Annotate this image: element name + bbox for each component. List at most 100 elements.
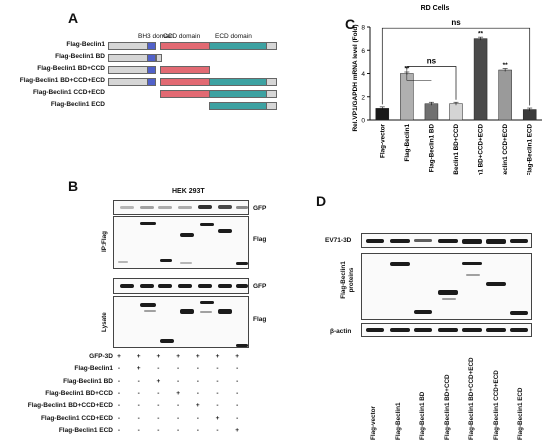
x-tick-label: Flag-Beclin1 BD: [428, 124, 435, 173]
transfection-sign: +: [156, 353, 161, 360]
bh3-segment: [147, 78, 156, 86]
blot-band: [180, 233, 194, 237]
transfection-sign: -: [196, 377, 199, 385]
cell-line-label: HEK 293T: [172, 188, 205, 195]
bh3-domain-label: BH3 domain: [138, 33, 174, 40]
lane-label: Flag-Beclin1 CCD+ECD: [492, 370, 500, 440]
significance-star: **: [478, 31, 484, 38]
linker-segment: [266, 78, 277, 86]
ecd-segment: [209, 42, 267, 50]
chart-title: RD Cells: [421, 5, 450, 12]
x-tick-label: Flag-Beclin1 BD+CCD+ECD: [478, 124, 485, 175]
transfection-sign: +: [136, 365, 141, 373]
transfection-sign: +: [235, 426, 240, 434]
transfection-sign: -: [177, 414, 180, 422]
comparison-bracket: [381, 27, 531, 106]
blot-band: [144, 310, 156, 312]
transfection-sign: -: [137, 389, 140, 397]
bar-chart: RD Cells Rel.VP1/GAPDH mRNA level (Fold)…: [352, 5, 542, 175]
transfection-sign: -: [117, 402, 121, 410]
panel-b-letter: B: [68, 178, 79, 194]
transfection-sign: -: [177, 377, 180, 385]
transfection-row-label: Flag-Beclin1 ECD: [58, 426, 113, 434]
blot-band: [218, 309, 232, 314]
x-tick-label: Flag-Beclin1 BD+CCD: [453, 124, 460, 175]
x-tick-label: Flag-Beclin1: [404, 124, 411, 162]
transfection-row-label: Flag-Beclin1 BD+CCD+ECD: [27, 402, 113, 410]
blot-band: [218, 205, 232, 209]
ns-label: ns: [451, 18, 461, 27]
blot-band: [442, 298, 456, 300]
bar: [498, 69, 512, 121]
blot-band: [486, 328, 506, 332]
linker-segment: [108, 42, 148, 50]
transfection-sign: -: [236, 389, 239, 397]
blot-band: [236, 344, 248, 347]
blot-band: [218, 284, 232, 288]
lane-label: Flag-Beclin1 ECD: [517, 387, 524, 440]
lysate-gfp-label: GFP: [253, 283, 267, 290]
x-tick-label: Flag-vector: [379, 123, 386, 157]
transfection-sign: -: [236, 402, 239, 410]
blot-band: [462, 328, 482, 332]
construct-label: Flag-Beclin1 CCD+ECD: [32, 89, 105, 96]
construct-label: Flag-Beclin1: [66, 41, 105, 48]
ip-flag-side-label: IP:Flag: [101, 231, 108, 252]
transfection-sign: -: [196, 365, 199, 373]
blot-band: [218, 229, 232, 233]
ns-label: ns: [427, 57, 437, 66]
ip-flag-label: Flag: [253, 236, 267, 243]
linker-segment: [266, 102, 277, 110]
panel-c-letter: C: [345, 16, 356, 32]
blot-band: [140, 284, 154, 288]
lane-label: Flag-Beclin1 BD+CCD: [443, 374, 451, 440]
bar: [473, 38, 488, 121]
lysate-flag-blot: [113, 296, 249, 348]
transfection-sign: -: [216, 426, 219, 434]
blot-band: [160, 259, 172, 262]
construct-label: Flag-Beclin1 BD: [55, 53, 105, 60]
transfection-sign: -: [196, 426, 199, 434]
blot-band: [236, 206, 248, 209]
bar: [449, 103, 463, 121]
bar: [375, 108, 390, 121]
x-tick-label: Flag-Beclin1 ECD: [527, 124, 534, 175]
blot-band: [414, 239, 432, 242]
transfection-sign: -: [137, 402, 140, 410]
blot-band: [462, 239, 482, 244]
blot-band: [236, 284, 248, 288]
transfection-row-label: Flag-Beclin1 BD+CCD: [45, 389, 113, 397]
significance-star: **: [503, 62, 509, 69]
blot-band: [160, 339, 174, 343]
transfection-sign: -: [236, 414, 239, 422]
transfection-sign: +: [176, 389, 180, 397]
transfection-sign: -: [157, 414, 160, 422]
blot-band: [200, 301, 214, 304]
blot-band: [438, 290, 458, 295]
ccd-segment: [160, 90, 210, 98]
transfection-sign: -: [117, 365, 121, 373]
y-tick-label: 0: [361, 118, 365, 125]
lysate-flag-label: Flag: [253, 316, 267, 323]
transfection-sign: -: [236, 377, 239, 385]
construct-label: Flag-Beclin1 BD+CCD: [37, 65, 105, 72]
lane-label: Flag-vector: [370, 406, 377, 440]
blot-band: [486, 282, 506, 286]
transfection-sign: -: [137, 414, 140, 422]
blot-band: [366, 328, 384, 332]
lane-label: Flag-Beclin1 BD: [419, 391, 426, 440]
transfection-sign: -: [196, 389, 199, 397]
blot-band: [200, 311, 212, 313]
linker-segment: [108, 54, 148, 62]
transfection-sign: -: [157, 402, 160, 410]
blot-band: [198, 205, 212, 209]
ip-gfp-blot: [113, 200, 249, 215]
blot-band: [140, 303, 156, 307]
ip-gfp-label: GFP: [253, 205, 267, 212]
blot-band: [438, 239, 458, 243]
bar: [424, 103, 439, 121]
blot-band: [466, 274, 480, 276]
y-tick-label: 4: [361, 71, 365, 78]
panel-a-letter: A: [68, 10, 79, 26]
blot-band: [366, 239, 384, 243]
